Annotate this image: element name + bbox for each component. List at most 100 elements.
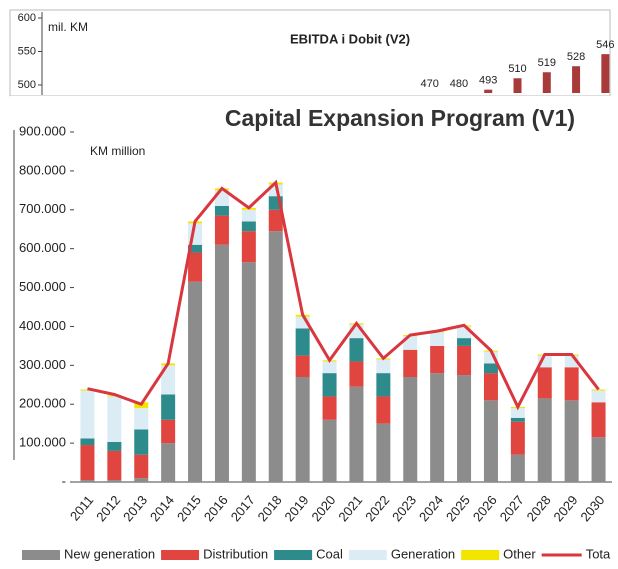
bar — [542, 72, 551, 93]
bar-segment — [241, 231, 256, 263]
x-tick-label: 2020 — [308, 492, 338, 524]
value-label: 546 — [596, 39, 614, 51]
x-tick-label: 2024 — [416, 492, 446, 524]
bar-segment — [322, 419, 337, 482]
bar-segment — [591, 402, 606, 438]
bar-segment — [537, 367, 552, 399]
x-tick-label: 2016 — [201, 492, 231, 524]
bar-segment — [295, 316, 310, 329]
bar-segment — [107, 450, 122, 481]
bar-segment — [107, 441, 122, 451]
x-tick-label: 2025 — [443, 492, 473, 524]
bar-segment — [161, 365, 176, 395]
y-tick-label: 300.000 — [19, 357, 66, 372]
bar-segment — [241, 262, 256, 482]
bar-segment — [403, 349, 418, 377]
x-tick-label: 2017 — [228, 492, 258, 524]
value-label: 528 — [567, 51, 585, 63]
bar-segment — [161, 443, 176, 482]
x-tick-label: 2013 — [120, 492, 150, 524]
value-label: 519 — [538, 57, 556, 69]
x-tick-label: 2021 — [335, 492, 365, 524]
y-tick-label: 700.000 — [19, 201, 66, 216]
bar-segment — [349, 386, 364, 482]
bar-segment — [510, 408, 525, 418]
bar-segment — [241, 221, 256, 232]
legend-label: Tota — [586, 546, 611, 561]
bar-segment — [80, 445, 95, 481]
bar-segment — [241, 209, 256, 222]
bar-segment — [161, 394, 176, 420]
legend-label: New generation — [64, 546, 155, 561]
bar-segment — [349, 338, 364, 362]
bar-segment — [457, 326, 472, 339]
legend-swatch — [348, 550, 387, 560]
bar-segment — [430, 332, 445, 346]
bar-segment — [430, 345, 445, 374]
bar-segment — [134, 478, 149, 482]
bar-segment — [107, 396, 122, 442]
bar-segment — [564, 400, 579, 482]
top-title: EBITDA i Dobit (V2) — [290, 31, 410, 46]
x-tick-label: 2019 — [282, 492, 312, 524]
x-tick-label: 2029 — [551, 492, 581, 524]
bar-segment — [322, 396, 337, 420]
value-label: 493 — [479, 75, 497, 87]
x-tick-label: 2023 — [389, 492, 419, 524]
bar-segment — [295, 328, 310, 356]
bar-segment — [483, 373, 498, 401]
y-tick-label: 800.000 — [19, 162, 66, 177]
y-tick-label: 550 — [18, 45, 36, 57]
x-tick-label: 2030 — [577, 492, 607, 524]
y-tick-label: 500.000 — [19, 279, 66, 294]
x-tick-label: 2018 — [255, 492, 285, 524]
bar-segment — [188, 244, 203, 253]
bar — [513, 78, 522, 93]
bar-segment — [322, 361, 337, 374]
legend-label: Coal — [316, 546, 343, 561]
bar-segment — [537, 355, 552, 368]
bar-segment — [188, 281, 203, 482]
bar-segment — [134, 429, 149, 455]
x-tick-label: 2028 — [524, 492, 554, 524]
bar-segment — [376, 373, 391, 397]
y-tick-label: 100.000 — [19, 435, 66, 450]
bar-segment — [349, 361, 364, 387]
bar-segment — [80, 390, 95, 439]
bar-segment — [268, 209, 283, 232]
bar-segment — [214, 244, 229, 482]
legend-swatch — [274, 550, 313, 560]
x-tick-label: 2022 — [362, 492, 392, 524]
bar-segment — [537, 398, 552, 482]
legend-swatch — [22, 550, 60, 560]
bar-segment — [134, 408, 149, 430]
bar-segment — [214, 215, 229, 245]
bar-segment — [161, 419, 176, 444]
x-tick-label: 2015 — [174, 492, 204, 524]
bar — [484, 89, 493, 93]
y-tick-label: 200.000 — [19, 396, 66, 411]
bar-segment — [483, 363, 498, 374]
y-tick-label: - — [62, 473, 66, 488]
x-tick-label: 2026 — [470, 492, 500, 524]
y-tick-label: 400.000 — [19, 318, 66, 333]
bar-segment — [268, 184, 283, 197]
bar-segment — [403, 377, 418, 482]
top-y-label: mil. KM — [48, 20, 88, 34]
bar-segment — [457, 345, 472, 376]
x-tick-label: 2012 — [93, 492, 123, 524]
bar-segment — [510, 417, 525, 422]
top-panel — [9, 9, 611, 97]
main-title: Capital Expansion Program (V1) — [225, 105, 575, 131]
bar-segment — [268, 231, 283, 482]
total-line — [87, 179, 600, 411]
main-y-label: KM million — [90, 144, 145, 158]
bar-segment — [591, 389, 606, 391]
legend-swatch — [461, 550, 500, 560]
bar-segment — [457, 375, 472, 482]
bar-segment — [188, 252, 203, 282]
bar-segment — [376, 359, 391, 374]
value-label: 510 — [508, 63, 526, 75]
y-tick-label: 600.000 — [19, 240, 66, 255]
